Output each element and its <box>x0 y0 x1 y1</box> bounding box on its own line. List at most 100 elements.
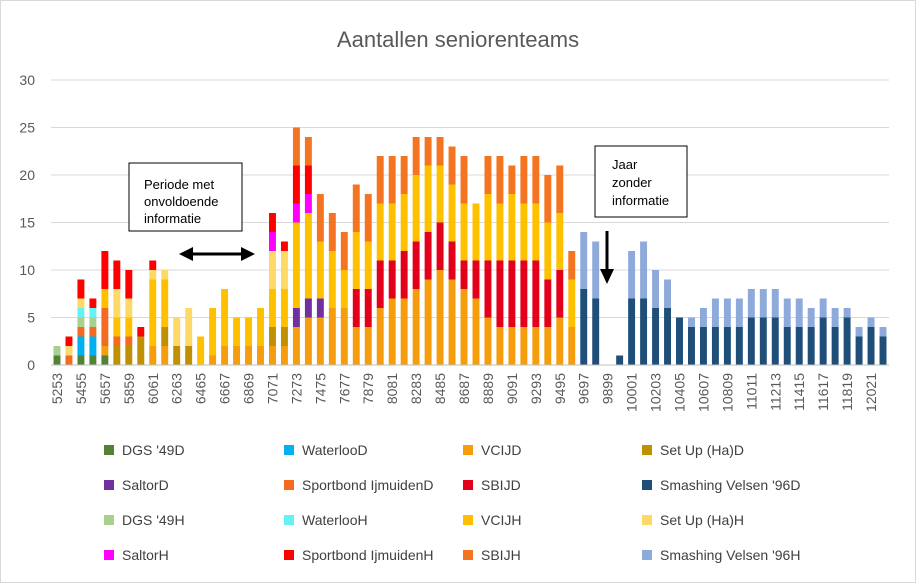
legend-item: WaterlooD <box>284 442 368 458</box>
x-tick-label: 6263 <box>169 373 185 404</box>
legend-item: Sportbond IjmuidenH <box>284 547 434 563</box>
bar-segment <box>664 279 672 308</box>
bar-segment <box>328 251 336 308</box>
legend-label: VCIJH <box>481 512 522 528</box>
bar-segment <box>65 336 73 346</box>
legend-swatch <box>104 445 114 455</box>
bar-segment <box>400 156 408 194</box>
bar-segment <box>424 137 432 166</box>
bar-segment <box>424 165 432 232</box>
bar-segment <box>747 317 755 365</box>
bar-segment <box>113 260 121 289</box>
bar-segment <box>472 298 480 365</box>
x-tick-label: 10203 <box>648 373 664 412</box>
annotations: Periode met onvoldoende informatie Jaar zond… <box>128 145 688 284</box>
x-tick-label: 9091 <box>504 373 520 404</box>
bar-segment <box>640 298 648 365</box>
legend-swatch <box>463 445 473 455</box>
x-tick-label: 7677 <box>336 373 352 404</box>
bar-segment <box>268 232 276 251</box>
bar-segment <box>388 298 396 365</box>
x-tick-label: 6061 <box>145 373 161 404</box>
bar-segment <box>89 317 97 327</box>
bar-segment <box>125 336 133 346</box>
bar-segment <box>592 241 600 299</box>
bar-segment <box>77 298 85 308</box>
bar-segment <box>424 279 432 365</box>
bar-segment <box>652 270 660 308</box>
bar-segment <box>280 289 288 327</box>
annotation-text: Periode met <box>144 177 214 192</box>
bar-segment <box>687 327 695 365</box>
x-tick-label: 8485 <box>432 373 448 404</box>
legend-label: SBIJD <box>481 477 521 493</box>
bar-segment <box>735 298 743 327</box>
legend-label: VCIJD <box>481 442 522 458</box>
x-tick-label: 10809 <box>719 373 735 412</box>
bar-segment <box>77 355 85 365</box>
bar-segment <box>173 346 181 365</box>
annotation-text: zonder <box>612 175 652 190</box>
bar-segment <box>783 298 791 327</box>
bar-segment <box>65 346 73 356</box>
annotation-box <box>594 145 688 218</box>
bar-segment <box>759 317 767 365</box>
bar-segment <box>436 165 444 223</box>
bar-segment <box>879 336 887 365</box>
bar-segment <box>580 289 588 365</box>
legend-label: SaltorH <box>122 547 169 563</box>
bar-segment <box>304 137 312 166</box>
bar-segment <box>53 355 61 365</box>
bar-segment <box>556 213 564 270</box>
legend-swatch <box>642 515 652 525</box>
bar-segment <box>843 317 851 365</box>
bar-segment <box>544 279 552 327</box>
bar-segment <box>556 317 564 365</box>
annotation-arrowhead <box>600 269 614 284</box>
x-tick-label: 8687 <box>456 373 472 404</box>
legend-label: Set Up (Ha)H <box>660 512 745 528</box>
legend-item: VCIJH <box>463 512 521 528</box>
x-tick-label: 6667 <box>217 373 233 404</box>
x-tick-label: 6465 <box>193 373 209 404</box>
bar-segment <box>292 203 300 223</box>
bar-segment <box>149 279 157 346</box>
bar-segment <box>520 156 528 204</box>
bar-segment <box>364 289 372 327</box>
y-tick-label: 20 <box>19 167 35 183</box>
bar-segment <box>376 203 384 261</box>
x-tick-label: 8081 <box>384 373 400 404</box>
bar-segment <box>424 232 432 280</box>
bar-segment <box>544 222 552 280</box>
bar-segment <box>268 213 276 232</box>
legend-swatch <box>642 445 652 455</box>
bar-segment <box>568 251 576 280</box>
legend-item: Set Up (Ha)D <box>642 442 744 458</box>
bar-segment <box>257 346 264 365</box>
legend-item: SBIJD <box>463 477 521 493</box>
bar-segment <box>316 317 324 365</box>
bar-segment <box>89 336 97 356</box>
bar-segment <box>292 165 300 204</box>
bar-segment <box>340 308 348 365</box>
bar-segment <box>783 327 791 365</box>
bar-segment <box>472 260 480 299</box>
x-tick-label: 5455 <box>73 373 89 404</box>
bar-segment <box>855 336 863 365</box>
bar-segment <box>496 260 504 327</box>
bar-segment <box>819 317 827 365</box>
bar-segment <box>520 203 528 261</box>
legend-label: DGS '49H <box>122 512 185 528</box>
bar-segment <box>280 251 288 289</box>
x-tick-label: 11011 <box>743 373 759 410</box>
legend-label: SBIJH <box>481 547 521 563</box>
bar-segment <box>137 336 145 365</box>
x-tick-label: 8889 <box>480 373 496 404</box>
bar-segment <box>831 308 839 327</box>
bar-segment <box>640 241 648 299</box>
x-tick-label: 5859 <box>121 373 137 404</box>
bar-segment <box>484 156 492 194</box>
bar-segment <box>723 327 731 365</box>
bar-segment <box>460 156 468 204</box>
